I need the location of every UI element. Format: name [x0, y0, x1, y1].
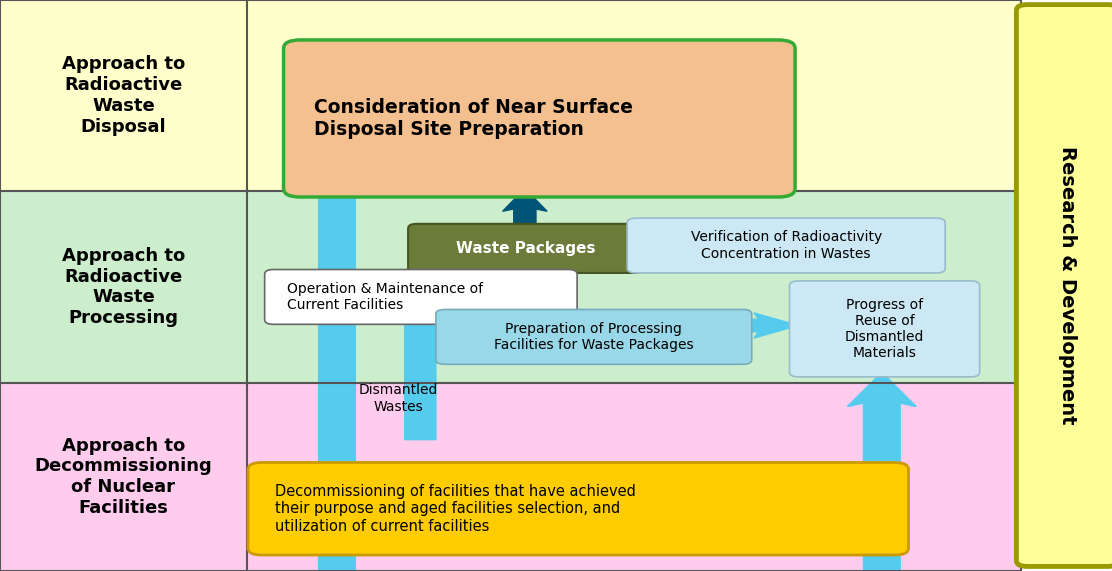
Text: Verification of Radioactivity
Concentration in Wastes: Verification of Radioactivity Concentrat… — [691, 231, 882, 260]
FancyBboxPatch shape — [790, 281, 980, 377]
FancyArrow shape — [390, 268, 450, 440]
FancyArrow shape — [743, 313, 798, 338]
Text: Approach to
Radioactive
Waste
Processing: Approach to Radioactive Waste Processing — [62, 247, 185, 327]
Bar — [0, 383, 1021, 571]
Text: Approach to
Radioactive
Waste
Disposal: Approach to Radioactive Waste Disposal — [62, 55, 185, 136]
Text: Waste Packages: Waste Packages — [456, 241, 595, 256]
FancyBboxPatch shape — [248, 463, 909, 555]
Bar — [0, 0, 1021, 191]
Text: Consideration of Near Surface
Disposal Site Preparation: Consideration of Near Surface Disposal S… — [314, 98, 633, 139]
FancyArrow shape — [503, 188, 547, 228]
Bar — [0, 191, 1021, 383]
Text: Operation & Maintenance of
Current Facilities: Operation & Maintenance of Current Facil… — [287, 282, 483, 312]
FancyArrow shape — [634, 234, 678, 259]
FancyArrow shape — [302, 74, 371, 571]
FancyBboxPatch shape — [627, 218, 945, 273]
Text: Research & Development: Research & Development — [1058, 146, 1078, 425]
FancyArrow shape — [847, 372, 916, 571]
Text: Approach to
Decommissioning
of Nuclear
Facilities: Approach to Decommissioning of Nuclear F… — [34, 437, 212, 517]
Text: Decommissioning of facilities that have achieved
their purpose and aged faciliti: Decommissioning of facilities that have … — [275, 484, 636, 534]
Text: Progress of
Reuse of
Dismantled
Materials: Progress of Reuse of Dismantled Material… — [845, 297, 924, 360]
FancyBboxPatch shape — [436, 309, 752, 364]
Text: Dismantled
Wastes: Dismantled Wastes — [358, 384, 438, 413]
Text: Preparation of Processing
Facilities for Waste Packages: Preparation of Processing Facilities for… — [494, 322, 694, 352]
FancyBboxPatch shape — [284, 40, 795, 197]
FancyBboxPatch shape — [1016, 5, 1112, 566]
FancyBboxPatch shape — [265, 270, 577, 324]
FancyBboxPatch shape — [408, 224, 643, 273]
